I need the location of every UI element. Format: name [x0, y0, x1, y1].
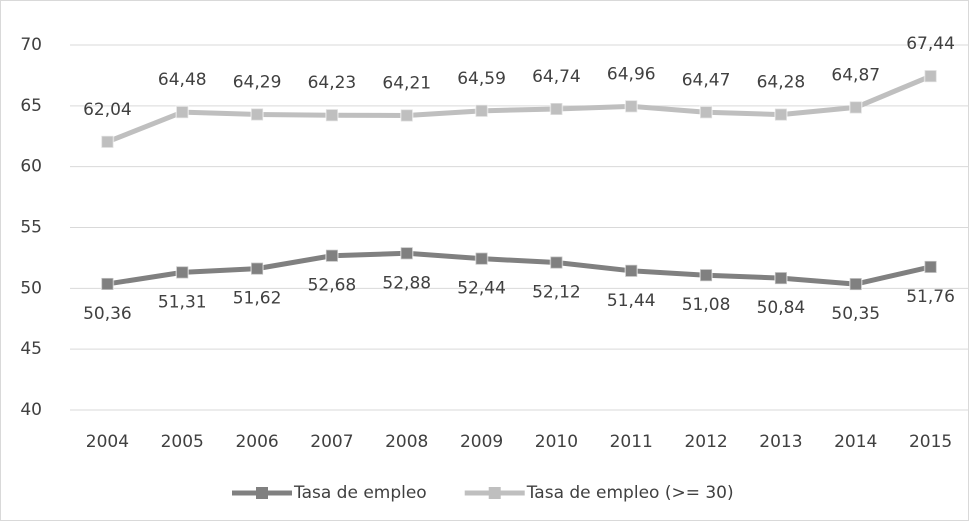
- y-tick-label: 50: [20, 278, 42, 298]
- data-label: 67,44: [906, 34, 955, 54]
- data-label: 51,62: [233, 289, 282, 309]
- data-label: 51,31: [158, 292, 207, 312]
- marker: [549, 255, 564, 270]
- x-tick-label: 2006: [235, 432, 278, 452]
- x-tick-label: 2013: [759, 432, 802, 452]
- data-label: 52,88: [382, 273, 431, 293]
- data-label: 64,21: [382, 73, 431, 93]
- legend-marker: [256, 487, 268, 499]
- x-tick-label: 2015: [909, 432, 952, 452]
- marker: [250, 261, 264, 276]
- data-label: 51,44: [607, 291, 656, 311]
- data-label: 64,23: [308, 73, 357, 93]
- marker: [849, 277, 863, 291]
- data-label: 52,44: [457, 279, 506, 299]
- marker: [699, 268, 713, 282]
- marker: [699, 105, 713, 120]
- x-tick-label: 2008: [385, 432, 428, 452]
- x-tick-label: 2005: [161, 432, 204, 452]
- data-label: 50,84: [757, 298, 806, 318]
- marker: [474, 104, 489, 118]
- series-line: [106, 73, 932, 145]
- data-label: 52,12: [532, 283, 581, 303]
- marker: [923, 260, 938, 274]
- marker: [100, 135, 115, 149]
- marker: [923, 69, 938, 83]
- data-label: 64,96: [607, 64, 656, 84]
- marker: [175, 105, 189, 119]
- x-tick-label: 2014: [834, 432, 877, 452]
- legend-label: Tasa de empleo: [293, 483, 427, 503]
- marker: [849, 100, 863, 115]
- legend-marker: [488, 487, 501, 499]
- legend-label: Tasa de empleo (>= 30): [526, 483, 734, 503]
- x-tick-label: 2011: [610, 432, 653, 452]
- x-tick-label: 2012: [684, 432, 727, 452]
- x-tick-label: 2004: [86, 432, 129, 452]
- data-label: 50,36: [83, 304, 132, 324]
- x-tick-label: 2007: [310, 432, 353, 452]
- data-label: 64,59: [457, 69, 506, 89]
- data-label: 64,74: [532, 67, 581, 87]
- marker: [325, 248, 339, 263]
- marker: [549, 102, 564, 116]
- y-tick-label: 70: [20, 35, 42, 55]
- marker: [474, 251, 489, 266]
- marker: [400, 246, 414, 261]
- marker: [175, 265, 189, 280]
- data-label: 52,68: [308, 276, 357, 296]
- marker: [624, 264, 638, 278]
- marker: [325, 108, 339, 122]
- data-label: 51,08: [682, 295, 731, 315]
- y-tick-label: 45: [20, 339, 42, 359]
- data-label: 64,47: [682, 70, 731, 90]
- data-label: 64,87: [831, 65, 880, 85]
- marker: [624, 99, 638, 114]
- data-label: 62,04: [83, 100, 132, 120]
- marker: [100, 277, 115, 291]
- data-label: 50,35: [831, 304, 880, 324]
- marker: [774, 271, 788, 285]
- y-tick-label: 55: [20, 218, 42, 238]
- marker: [250, 107, 264, 122]
- marker: [400, 108, 414, 123]
- x-tick-label: 2010: [535, 432, 578, 452]
- data-label: 64,29: [233, 72, 282, 92]
- data-label: 64,28: [757, 73, 806, 93]
- data-label: 64,48: [158, 70, 207, 90]
- x-tick-label: 2009: [460, 432, 503, 452]
- y-tick-label: 40: [20, 400, 42, 420]
- marker: [774, 107, 788, 122]
- y-tick-label: 60: [20, 157, 42, 177]
- y-tick-label: 65: [20, 96, 42, 116]
- series-line: [107, 250, 932, 287]
- data-label: 51,76: [906, 287, 955, 307]
